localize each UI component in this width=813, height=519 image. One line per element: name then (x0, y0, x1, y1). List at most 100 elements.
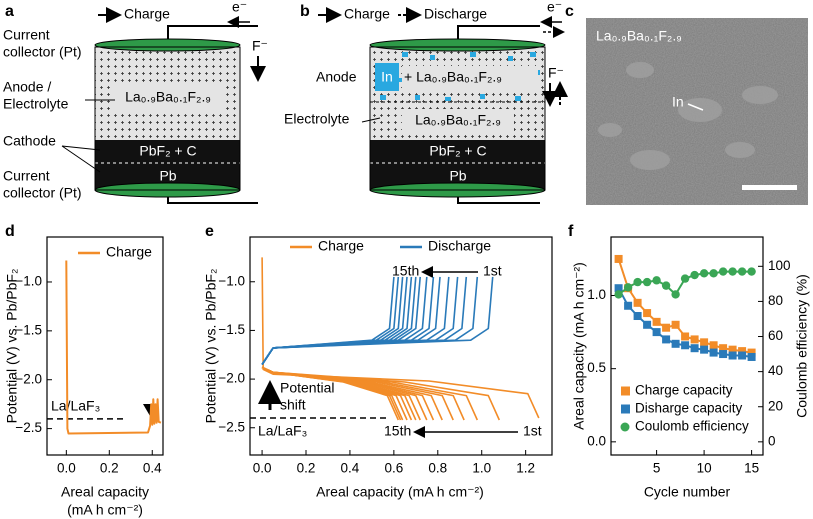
y-axis-label: Potential (V) vs. Pb/PbF₂ (203, 269, 219, 424)
y2-tick-label: 40 (768, 363, 783, 378)
point (661, 281, 671, 290)
point (728, 345, 737, 354)
y-tick-label: −2.5 (15, 420, 42, 435)
point (662, 335, 671, 344)
y2-tick-label: 80 (768, 293, 783, 308)
y-tick-label: −2.0 (218, 371, 245, 386)
side-label: Electrolyte (3, 96, 69, 112)
reference-label: La/LaF₃ (258, 423, 307, 439)
ion-label: F⁻ (548, 65, 564, 81)
ion-label: F⁻ (252, 38, 268, 54)
y2-axis-label: Coulomb efficiency (%) (794, 274, 810, 418)
y-tick-label: −1.5 (218, 322, 245, 337)
sem-caption: La₀.₉Ba₀.₁F₂.₉ (596, 28, 682, 44)
series-line (261, 276, 404, 365)
series-line (65, 260, 162, 435)
series-line (261, 276, 408, 365)
panel-a: a Charge e⁻ La₀.₉Ba₀.₁F₂.₉ PbF₂ + C Pb C… (3, 0, 268, 204)
y2-tick-label: 0 (768, 433, 776, 448)
side-label: Anode / (3, 79, 51, 95)
point (652, 317, 661, 326)
annotations: 15th 1st 15th 1st Potential shift (258, 263, 542, 439)
side-label: Current (3, 27, 50, 43)
wire (457, 25, 540, 204)
legend-swatch (621, 404, 630, 414)
top-collector (94, 38, 241, 52)
layer-label: La₀.₉Ba₀.₁F₂.₉ (415, 112, 501, 128)
layer-label: PbF₂ + C (429, 143, 486, 159)
layer-label: Pb (449, 168, 466, 184)
y2-tick-label: 60 (768, 328, 783, 343)
series-line (261, 276, 441, 365)
point (747, 348, 756, 357)
series-line (261, 276, 459, 365)
point (671, 320, 680, 329)
point (699, 269, 709, 278)
layer-label: PbF₂ + C (139, 143, 196, 159)
point (681, 341, 690, 350)
y2-tick-label: 100 (768, 258, 791, 273)
x-axis-label: Areal capacity (61, 484, 149, 500)
cell-outline (369, 46, 546, 191)
cathode-layer (95, 140, 240, 190)
y-tick-label: 1.0 (587, 287, 606, 302)
point (690, 270, 699, 280)
y-axis-label: Potential (V) vs. Pb/PbF₂ (4, 269, 20, 424)
arrow-label: Charge (124, 6, 170, 22)
legend-label: Charge (106, 244, 152, 260)
x-tick-label: 0.0 (253, 461, 272, 476)
point (719, 350, 728, 359)
cell-outline (94, 46, 241, 191)
point (690, 344, 699, 353)
legend-label: Discharge (428, 238, 491, 254)
series-line (261, 366, 400, 421)
x-tick-label: 0.2 (100, 461, 119, 476)
point (643, 320, 652, 329)
point (700, 338, 709, 347)
point (737, 267, 747, 276)
point (652, 276, 661, 285)
arrow-label: Charge (344, 6, 390, 22)
point (747, 352, 756, 361)
point (709, 348, 718, 357)
point (614, 254, 623, 263)
layer-label: In (381, 69, 393, 85)
label-box (402, 66, 538, 90)
plot-frame (249, 236, 553, 456)
point (719, 344, 728, 353)
sem-marker: In (672, 94, 684, 110)
point (709, 269, 718, 278)
side-label: Cathode (3, 133, 56, 149)
point (662, 323, 671, 332)
leader (361, 117, 381, 123)
point (747, 267, 756, 276)
panel-letter: f (568, 223, 574, 240)
plot-frame (610, 236, 764, 456)
layer-label: La₀.₉Ba₀.₁F₂.₉ (125, 89, 211, 105)
point (614, 290, 623, 299)
side-label: collector (Pt) (3, 185, 82, 201)
point (690, 335, 699, 344)
panel-letter: c (565, 3, 574, 20)
legend-label: Charge capacity (635, 383, 733, 398)
y-tick-label: 0.5 (587, 360, 606, 375)
annotation: shift (280, 397, 306, 413)
legend-swatch (620, 422, 630, 432)
panel-letter: e (205, 223, 214, 240)
layer-label: + La₀.₉Ba₀.₁F₂.₉ (404, 69, 502, 85)
x-axis-label: Cycle number (644, 484, 731, 500)
x-tick-label: 5 (653, 461, 661, 476)
panel-letter: a (5, 3, 14, 20)
point (643, 309, 652, 318)
point (728, 351, 737, 360)
wire (167, 25, 258, 204)
point (681, 332, 690, 341)
label-box (112, 86, 224, 110)
panel-c: c La₀.₉Ba₀.₁F₂.₉ In (565, 3, 808, 205)
point (623, 283, 633, 292)
y-tick-label: −2.5 (218, 419, 245, 434)
legend-label: Coulomb efficiency (635, 419, 749, 434)
plot-frame (46, 236, 164, 456)
point (633, 277, 642, 287)
legend-swatch (621, 386, 630, 396)
